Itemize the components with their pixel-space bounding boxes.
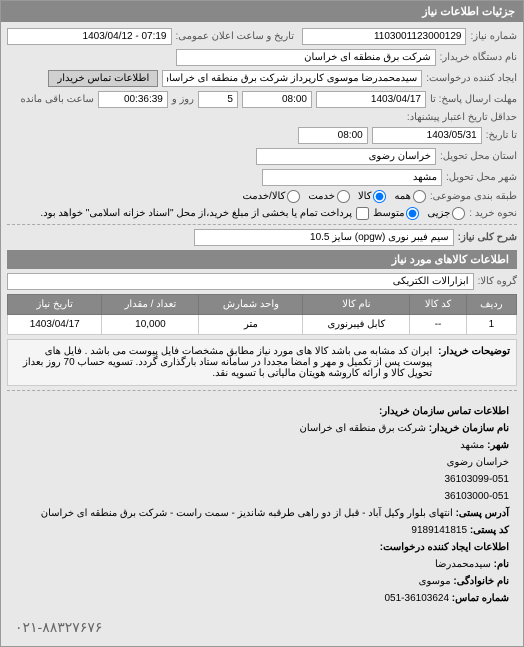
announce-field[interactable] <box>7 28 171 45</box>
org-label: نام دستگاه خریدار: <box>440 52 517 63</box>
org-field[interactable] <box>176 49 436 66</box>
city-label: شهر محل تحویل: <box>446 172 517 183</box>
creator-name-label: نام: <box>494 559 509 570</box>
creator-label: ایجاد کننده درخواست: <box>426 73 517 84</box>
notes-text: ایران کد مشابه می باشد کالا های مورد نیا… <box>14 346 432 379</box>
buyer-city-label: شهر: <box>487 440 509 451</box>
goods-group-field[interactable] <box>7 273 474 290</box>
creator-field[interactable] <box>162 70 422 87</box>
goods-group-label: گروه کالا: <box>478 276 517 287</box>
col-unit: واحد شمارش <box>199 295 303 315</box>
remain-suffix: ساعت باقی مانده <box>20 94 93 105</box>
address: انتهای بلوار وکیل آباد - قبل از دو راهی … <box>41 508 453 519</box>
need-number-label: شماره نیاز: <box>470 31 517 42</box>
province-label: استان محل تحویل: <box>440 151 517 162</box>
address-label: آدرس پستی: <box>456 508 509 519</box>
buyer-contact-section: اطلاعات تماس سازمان خریدار: نام سازمان خ… <box>7 395 517 615</box>
radio-service[interactable]: خدمت <box>308 190 350 203</box>
details-panel: جزئیات اطلاعات نیاز شماره نیاز: تاریخ و … <box>0 0 524 647</box>
deadline-time-field[interactable] <box>242 91 312 108</box>
partial-note-check[interactable]: پرداخت تمام یا بخشی از مبلغ خرید،از محل … <box>40 207 369 220</box>
buyer-province: خراسان رضوى <box>15 454 509 471</box>
buyer-contact-header: اطلاعات تماس سازمان خریدار: <box>379 406 509 417</box>
need-title-label: شرح کلی نیاز: <box>458 232 517 243</box>
province-field[interactable] <box>256 148 436 165</box>
creator-family: موسوی <box>419 576 451 587</box>
delivery-time-field[interactable] <box>298 127 368 144</box>
creator-phone: 36103624-051 <box>384 593 449 604</box>
radio-all[interactable]: همه <box>394 190 425 203</box>
need-title-field[interactable] <box>194 229 454 246</box>
col-code: کد کالا <box>410 295 466 315</box>
buyer-org-label: نام سازمان خریدار: <box>429 423 509 434</box>
subject-type-label: طبقه بندی موضوعی: <box>430 191 517 202</box>
radio-medium[interactable]: متوسط <box>373 207 419 220</box>
purchase-type-label: نحوه خرید : <box>469 208 517 219</box>
goods-table: ردیف کد کالا نام کالا واحد شمارش تعداد /… <box>7 294 517 335</box>
need-number-field[interactable] <box>302 28 466 45</box>
city-field[interactable] <box>262 169 442 186</box>
creator-phone-label: شماره تماس: <box>452 593 509 604</box>
creator-family-label: نام خانوادگی: <box>453 576 509 587</box>
buyer-mobile: 36103000-051 <box>15 488 509 505</box>
goods-section-header: اطلاعات کالاهای مورد نیاز <box>7 250 517 269</box>
subject-radio-group: همه کالا خدمت کالا/خدمت <box>242 190 425 203</box>
creator-contact-header: اطلاعات ایجاد کننده درخواست: <box>380 542 509 553</box>
notes-box: توضیحات خریدار: ایران کد مشابه می باشد ک… <box>7 339 517 386</box>
partial-note-text: پرداخت تمام یا بخشی از مبلغ خرید،از محل … <box>40 208 352 219</box>
postal-label: کد پستی: <box>470 525 509 536</box>
postal: 9189141815 <box>411 525 467 536</box>
buyer-org: شرکت برق منطقه ای خراسان <box>299 423 426 434</box>
remain-time-field[interactable] <box>98 91 168 108</box>
table-row: 1 -- کابل فیبرنوری متر 10,000 1403/04/17 <box>8 315 517 335</box>
buyer-city: مشهد <box>460 440 484 451</box>
col-name: نام کالا <box>303 295 410 315</box>
col-row: ردیف <box>466 295 516 315</box>
delivery-label: حداقل تاریخ اعتبار پیشنهاد: <box>407 112 517 123</box>
col-qty: تعداد / مقدار <box>102 295 199 315</box>
panel-title: جزئیات اطلاعات نیاز <box>1 1 523 22</box>
remain-days-field[interactable] <box>198 91 238 108</box>
announce-label: تاریخ و ساعت اعلان عمومی: <box>176 31 295 42</box>
contact-button[interactable]: اطلاعات تماس خریدار <box>48 70 158 87</box>
radio-goods-service[interactable]: کالا/خدمت <box>242 190 300 203</box>
delivery-date-field[interactable] <box>372 127 482 144</box>
radio-partial[interactable]: جزیی <box>427 207 465 220</box>
buyer-phone: 36103099-051 <box>15 471 509 488</box>
creator-name: سیدمحمدرضا <box>435 559 491 570</box>
deadline-label: مهلت ارسال پاسخ: تا <box>430 94 517 105</box>
notes-label: توضیحات خریدار: <box>438 346 510 379</box>
purchase-radio-group: جزیی متوسط <box>373 207 465 220</box>
radio-goods[interactable]: کالا <box>358 190 387 203</box>
delivery-to-label: تا تاریخ: <box>486 130 517 141</box>
footer-phone: ۰۲۱-۸۸۳۲۷۶۷۶ <box>7 615 517 640</box>
deadline-date-field[interactable] <box>316 91 426 108</box>
remain-days-label: روز و <box>172 94 194 105</box>
col-date: تاریخ نیاز <box>8 295 102 315</box>
